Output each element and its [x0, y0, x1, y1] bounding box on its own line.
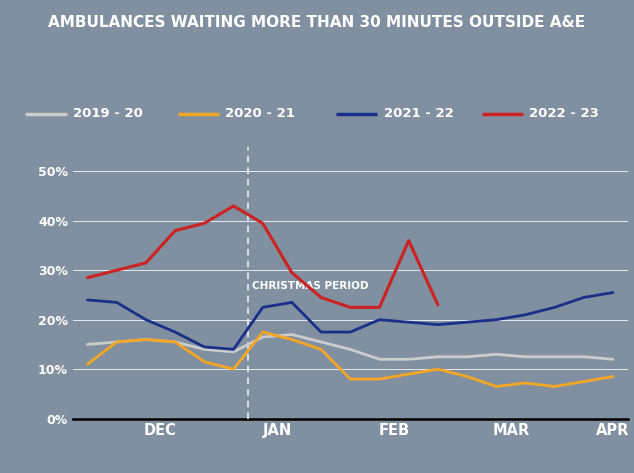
Text: 2021 - 22: 2021 - 22: [384, 107, 453, 120]
Text: CHRISTMAS PERIOD: CHRISTMAS PERIOD: [252, 281, 369, 291]
Text: AMBULANCES WAITING MORE THAN 30 MINUTES OUTSIDE A&E: AMBULANCES WAITING MORE THAN 30 MINUTES …: [48, 15, 586, 30]
Text: 2022 - 23: 2022 - 23: [529, 107, 599, 120]
Text: 2020 - 21: 2020 - 21: [225, 107, 295, 120]
Text: 2019 - 20: 2019 - 20: [73, 107, 143, 120]
